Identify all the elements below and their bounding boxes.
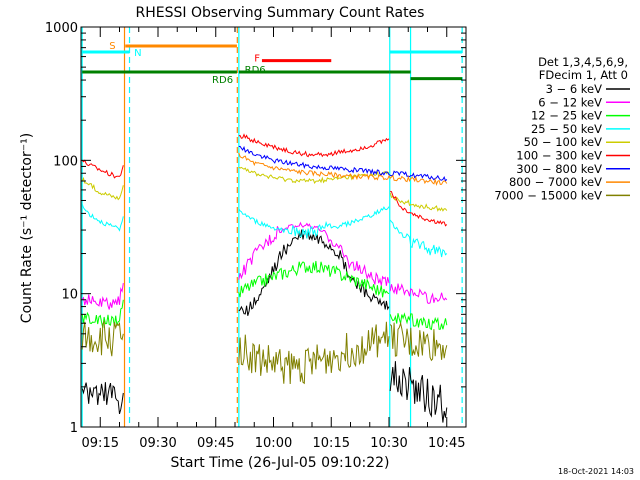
legend-entry-label: 800 − 7000 keV <box>509 175 602 189</box>
series-line <box>389 321 448 362</box>
series-line <box>238 221 390 286</box>
x-tick-label: 09:15 <box>82 436 119 451</box>
legend: Det 1,3,4,5,6,9,FDecim 1, Att 03 − 6 keV… <box>494 55 630 202</box>
y-tick-label: 100 <box>53 154 78 169</box>
series-line <box>238 206 390 239</box>
x-tick-label: 10:00 <box>255 436 292 451</box>
series-line <box>81 176 124 201</box>
x-tick-label: 09:30 <box>139 436 176 451</box>
legend-entry-label: 50 − 100 keV <box>524 135 603 149</box>
y-axis-label: Count Rate (s⁻¹ detector⁻¹) <box>19 133 35 323</box>
flag-label: S <box>109 41 115 52</box>
legend-entry-label: 6 − 12 keV <box>538 95 602 109</box>
y-axis-ticks: 1 10 100 1000 <box>45 21 466 436</box>
x-axis-label: Start Time (26-Jul-05 09:10:22) <box>170 455 389 471</box>
y-tick-label: 1 <box>70 421 78 436</box>
y-tick-label: 1000 <box>45 21 78 36</box>
series-line <box>389 283 448 304</box>
series-line <box>238 229 390 316</box>
series-line <box>389 361 448 423</box>
flag-label: N <box>134 48 141 59</box>
flag-label: RD6 <box>245 65 266 76</box>
series-line <box>238 133 390 158</box>
legend-header-decimation: FDecim 1, Att 0 <box>539 68 628 82</box>
y-tick-label: 10 <box>61 288 78 303</box>
series-line <box>389 192 448 212</box>
series-lines <box>81 133 448 423</box>
legend-entry-label: 300 − 800 keV <box>516 162 602 176</box>
footer-timestamp: 18-Oct-2021 14:03 <box>558 467 634 476</box>
series-line <box>238 321 390 385</box>
series-line <box>238 260 390 298</box>
series-line <box>81 382 124 415</box>
vertical-markers <box>81 27 463 427</box>
flag-label: F <box>254 54 260 65</box>
series-line <box>390 190 448 227</box>
series-line <box>81 159 124 179</box>
series-line <box>81 204 124 232</box>
legend-entry-label: 3 − 6 keV <box>546 82 603 96</box>
series-line <box>238 145 448 182</box>
flag-label: RD6 <box>212 75 233 86</box>
legend-entry-label: 12 − 25 keV <box>531 109 602 123</box>
chart-title: RHESSI Observing Summary Count Rates <box>136 5 425 21</box>
x-tick-label: 09:45 <box>197 436 234 451</box>
x-tick-label: 10:15 <box>313 436 350 451</box>
legend-entry-label: 7000 − 15000 keV <box>494 188 602 202</box>
series-line <box>238 152 448 186</box>
series-line <box>81 283 124 310</box>
legend-entry-label: 25 − 50 keV <box>531 122 602 136</box>
series-line <box>81 319 124 357</box>
x-tick-label: 10:30 <box>370 436 407 451</box>
series-line <box>389 312 448 331</box>
x-axis-ticks: 09:15 09:30 09:45 10:00 10:15 10:30 10:45 <box>80 27 467 451</box>
x-tick-label: 10:45 <box>428 436 465 451</box>
legend-header-detectors: Det 1,3,4,5,6,9, <box>538 55 628 69</box>
series-line <box>389 219 448 258</box>
legend-entry-label: 100 − 300 keV <box>516 149 602 163</box>
